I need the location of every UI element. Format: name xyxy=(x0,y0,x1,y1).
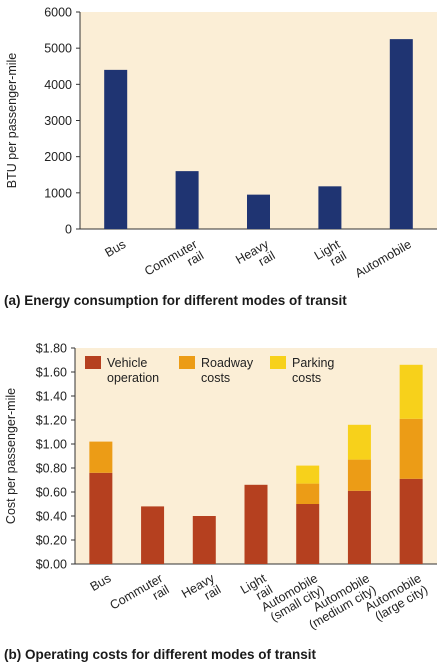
chart-b-y-axis-label: Cost per passenger-mile xyxy=(4,388,18,524)
chart-b-legend-swatch-1 xyxy=(85,356,101,369)
chart-b-y-tick-label: $1.00 xyxy=(36,438,67,452)
chart-a-x-tick-label-1-line-1: Bus xyxy=(103,237,129,260)
chart-b-legend-label-1-line-1: Vehicle xyxy=(107,356,147,370)
chart-b-bar-5-series-2 xyxy=(296,483,320,504)
chart-b-bar-1-series-2 xyxy=(89,441,113,473)
chart-a-y-tick-label: 5000 xyxy=(44,42,72,56)
chart-b-legend-label-3-line-2: costs xyxy=(292,371,321,385)
chart-a-bar-5 xyxy=(389,39,413,229)
chart-b-bar-7-series-2 xyxy=(399,418,423,479)
chart-a-bar-4 xyxy=(318,186,342,229)
chart-b-legend-label-2-line-1: Roadway xyxy=(201,356,254,370)
chart-b-bar-5-series-3 xyxy=(296,465,320,484)
chart-b-bar-5-series-1 xyxy=(296,504,320,564)
chart-b-bar-6-series-2 xyxy=(347,459,371,491)
chart-b-y-tick-label: $0.20 xyxy=(36,534,67,548)
chart-b-legend-swatch-2 xyxy=(179,356,195,369)
chart-b-bar-4-series-1 xyxy=(244,484,268,564)
chart-a-bar-3 xyxy=(247,194,270,229)
chart-b-y-tick-label: $0.80 xyxy=(36,462,67,476)
chart-b-title: (b) Operating costs for different modes … xyxy=(4,647,317,662)
chart-b-x-tick-label-7: Automobile(large city) xyxy=(362,571,430,624)
chart-b-legend-label-1-line-2: operation xyxy=(107,371,159,385)
chart-b-bar-7-series-1 xyxy=(399,478,423,564)
chart-b-y-tick-label: $1.60 xyxy=(36,366,67,380)
chart-a-y-tick-label: 6000 xyxy=(44,6,72,20)
chart-b-bar-1-series-1 xyxy=(89,472,113,564)
chart-b-y-tick-label: $0.60 xyxy=(36,486,67,500)
chart-b-legend-label-3-line-1: Parking xyxy=(292,356,334,370)
chart-a-plot-area xyxy=(80,12,437,229)
chart-b-y-tick-label: $1.20 xyxy=(36,414,67,428)
chart-a-x-tick-label-5-line-1: Automobile xyxy=(353,237,414,280)
chart-b-bar-6-series-1 xyxy=(347,490,371,564)
chart-b-bar-2-series-1 xyxy=(141,506,165,564)
chart-a-y-tick-label: 0 xyxy=(65,223,72,237)
chart-a-y-axis-label: BTU per passenger-mile xyxy=(5,53,19,189)
chart-b-legend-swatch-3 xyxy=(270,356,286,369)
chart-a-x-tick-label-1: Bus xyxy=(103,237,129,260)
chart-a-x-tick-label-5: Automobile xyxy=(353,237,414,280)
chart-b-bar-3-series-1 xyxy=(192,516,216,564)
chart-a-title: (a) Energy consumption for different mod… xyxy=(4,293,347,308)
chart-a-y-tick-label: 1000 xyxy=(44,186,72,200)
chart-b-y-tick-label: $1.40 xyxy=(36,390,67,404)
chart-b-bar-6-series-3 xyxy=(347,424,371,460)
chart-b-bar-7-series-3 xyxy=(399,364,423,419)
chart-a-y-tick-label: 2000 xyxy=(44,150,72,164)
chart-b-y-tick-label: $1.80 xyxy=(36,342,67,356)
chart-b-x-tick-label-1-line-1: Bus xyxy=(88,571,114,594)
chart-a-bar-1 xyxy=(104,69,128,229)
chart-b-y-tick-label: $0.40 xyxy=(36,510,67,524)
chart-b-y-tick-label: $0.00 xyxy=(36,558,67,572)
chart-b-x-tick-label-1: Bus xyxy=(88,571,114,594)
chart-a-y-tick-label: 4000 xyxy=(44,78,72,92)
chart-b-legend-label-2-line-2: costs xyxy=(201,371,230,385)
chart-a-y-tick-label: 3000 xyxy=(44,114,72,128)
chart-a-bar-2 xyxy=(175,171,199,229)
